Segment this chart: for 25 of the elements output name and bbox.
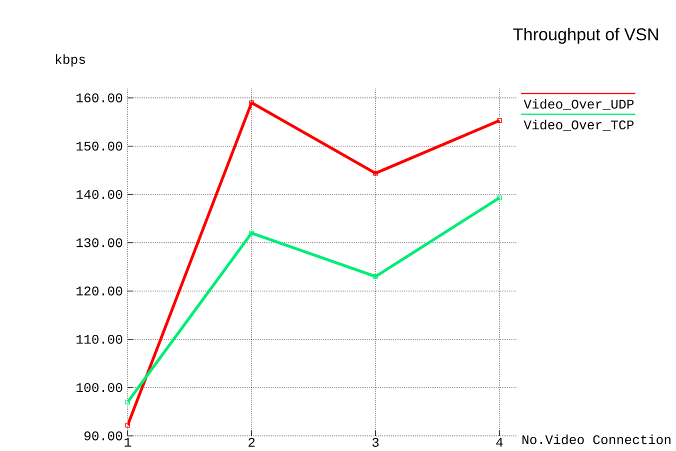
y-axis-title: kbps: [56, 54, 85, 66]
text: Video_Over_TCP: [524, 120, 634, 131]
x-tick-label: 3: [372, 438, 379, 447]
y-tick-label: 140.00: [76, 190, 122, 199]
y-tick-label: 110.00: [76, 334, 122, 344]
x-tick-label: 4: [496, 438, 503, 446]
point: [373, 170, 378, 176]
x-axis-title: No.Video Connection: [522, 434, 670, 444]
point: [373, 274, 378, 279]
point: [497, 195, 502, 200]
point: [125, 400, 130, 404]
x-tick-label: 2: [248, 438, 255, 447]
y-tick-label: 130.00: [76, 238, 122, 248]
point: [249, 230, 254, 236]
x-tick-label: 1: [124, 438, 131, 446]
y-tick-label: 120.00: [76, 286, 122, 296]
text: Throughput of VSN: [513, 28, 658, 44]
y-tick-label: 100.00: [76, 383, 122, 392]
point: [497, 118, 502, 123]
y-tick-label: 90.00: [84, 431, 122, 440]
series-label: Video_Over_UDP: [524, 98, 634, 110]
y-tick-label: 150.00: [76, 142, 122, 151]
y-tick-label: 160.00: [76, 93, 122, 102]
point: [249, 100, 254, 105]
point: [125, 422, 130, 428]
